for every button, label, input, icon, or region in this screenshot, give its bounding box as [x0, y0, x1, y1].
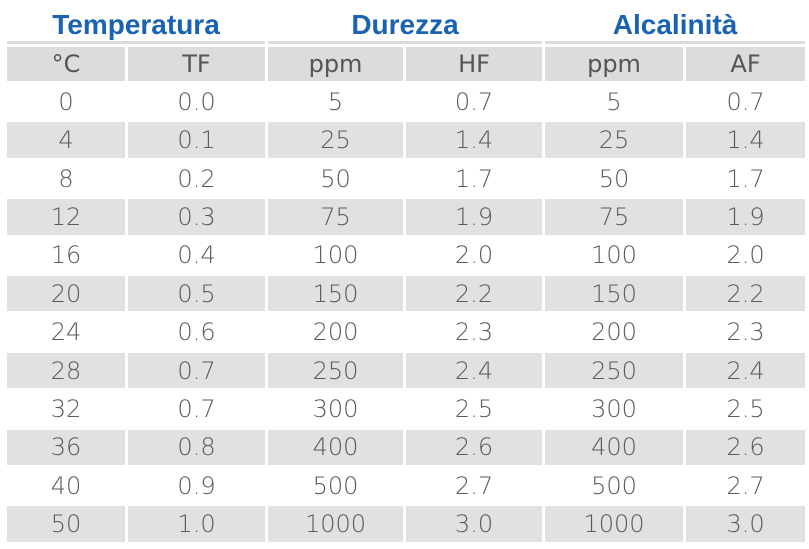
- table-cell: 1.7: [454, 164, 494, 193]
- table-cell: 150: [545, 276, 684, 312]
- table-cell: 0.7: [177, 394, 216, 423]
- unit-header: HF: [406, 47, 543, 81]
- table-row: 36 0.8 400 2.6 400 2.6: [7, 429, 806, 466]
- table-cell: 150: [268, 276, 404, 312]
- unit-header: ppm: [545, 47, 684, 81]
- group-header-durezza: Durezza: [268, 8, 543, 44]
- table-cell: 0.7: [726, 87, 765, 116]
- table-cell: 0.4: [177, 241, 216, 270]
- table-cell: 2.5: [726, 394, 765, 423]
- table-cell: 50: [7, 506, 125, 542]
- table-cell: 2.6: [406, 429, 543, 466]
- table-cell: 0.3: [128, 199, 266, 235]
- table-cell: 5: [327, 87, 344, 116]
- table-cell: 25: [545, 122, 684, 158]
- table-cell: 0.7: [454, 87, 494, 116]
- table-row: 40 0.9 500 2.7 500 2.7: [7, 468, 805, 503]
- table-cell: 2.6: [686, 429, 806, 466]
- table-cell: 50: [320, 164, 351, 193]
- table-row: 32 0.7 300 2.5 300 2.5: [7, 391, 805, 426]
- table-cell: 400: [545, 429, 684, 466]
- table-cell: 1000: [268, 506, 404, 542]
- table-cell: 0: [58, 87, 74, 116]
- table-cell: 200: [312, 318, 359, 347]
- table-cell: 1.4: [686, 122, 806, 158]
- table-cell: 12: [7, 199, 125, 235]
- table-cell: 36: [7, 429, 125, 466]
- table-row: 28 0.7 250 2.4 250 2.4: [7, 352, 806, 389]
- table-cell: 0.2: [177, 164, 216, 193]
- table-cell: 250: [545, 352, 684, 389]
- table-cell: 2.4: [406, 352, 543, 389]
- table-cell: 1.9: [686, 199, 806, 235]
- unit-header: ppm: [268, 47, 404, 81]
- table-row: 8 0.2 50 1.7 50 1.7: [7, 161, 805, 196]
- table-row: 12 0.3 75 1.9 75 1.9: [7, 199, 806, 235]
- table-cell: 100: [312, 241, 359, 270]
- table-cell: 75: [545, 199, 684, 235]
- table-cell: 250: [268, 352, 404, 389]
- table-cell: 200: [591, 318, 637, 347]
- table-cell: 3.0: [406, 506, 543, 542]
- table-cell: 1.7: [726, 164, 765, 193]
- table-cell: 2.3: [726, 318, 765, 347]
- table-cell: 75: [268, 199, 404, 235]
- unit-header: AF: [686, 47, 806, 81]
- table-cell: 4: [7, 122, 125, 158]
- table-cell: 2.0: [454, 241, 494, 270]
- table-cell: 500: [312, 471, 359, 500]
- table-cell: 2.7: [726, 471, 765, 500]
- table-cell: 16: [50, 241, 82, 270]
- table-cell: 2.3: [454, 318, 494, 347]
- table-cell: 400: [268, 429, 404, 466]
- table-row: 50 1.0 1000 3.0 1000 3.0: [7, 506, 806, 542]
- table-cell: 0.6: [177, 318, 216, 347]
- table-cell: 24: [50, 318, 82, 347]
- table-cell: 32: [50, 394, 82, 423]
- table-cell: 50: [598, 164, 630, 193]
- table-row: 20 0.5 150 2.2 150 2.2: [7, 276, 806, 312]
- table-cell: 0.1: [128, 122, 266, 158]
- table-cell: 28: [7, 352, 125, 389]
- group-header-temperatura: Temperatura: [7, 8, 266, 44]
- table-cell: 3.0: [686, 506, 806, 542]
- table-cell: 0.5: [128, 276, 266, 312]
- table-cell: 300: [591, 394, 637, 423]
- table-cell: 1000: [545, 506, 684, 542]
- unit-header: °C: [7, 47, 125, 81]
- table-cell: 300: [312, 394, 359, 423]
- table-body: 0 0.0 5 0.7 5 0.7 4 0.1 25 1.4 25 1.4 8 0.2 50 1.7 50 1.7…: [7, 84, 806, 542]
- table-cell: 0.9: [177, 471, 216, 500]
- table-cell: 2.2: [686, 276, 806, 312]
- table-cell: 100: [591, 241, 637, 270]
- table-cell: 1.9: [406, 199, 543, 235]
- table-cell: 1.4: [406, 122, 543, 158]
- table-cell: 2.7: [454, 471, 494, 500]
- group-header-alcalinita: Alcalinità: [545, 8, 806, 44]
- table-cell: 2.2: [406, 276, 543, 312]
- unit-header: TF: [128, 47, 266, 81]
- table-cell: 2.4: [686, 352, 806, 389]
- table-row: 4 0.1 25 1.4 25 1.4: [7, 122, 806, 158]
- table-cell: 500: [591, 471, 637, 500]
- table-cell: 0.8: [128, 429, 266, 466]
- table-cell: 2.5: [454, 394, 494, 423]
- table-cell: 8: [58, 164, 74, 193]
- table-cell: 0.0: [177, 87, 216, 116]
- table-cell: 25: [268, 122, 404, 158]
- table-cell: 2.0: [726, 241, 765, 270]
- lookup-table: Temperatura Durezza Alcalinità °C TF ppm…: [4, 5, 808, 545]
- table-row: 0 0.0 5 0.7 5 0.7: [7, 84, 805, 119]
- table-cell: 40: [50, 471, 82, 500]
- table-cell: 1.0: [128, 506, 266, 542]
- table-cell: 20: [7, 276, 125, 312]
- table-row: 16 0.4 100 2.0 100 2.0: [7, 238, 805, 273]
- table-cell: 5: [606, 87, 622, 116]
- table-row: 24 0.6 200 2.3 200 2.3: [7, 314, 805, 349]
- table-cell: 0.7: [128, 352, 266, 389]
